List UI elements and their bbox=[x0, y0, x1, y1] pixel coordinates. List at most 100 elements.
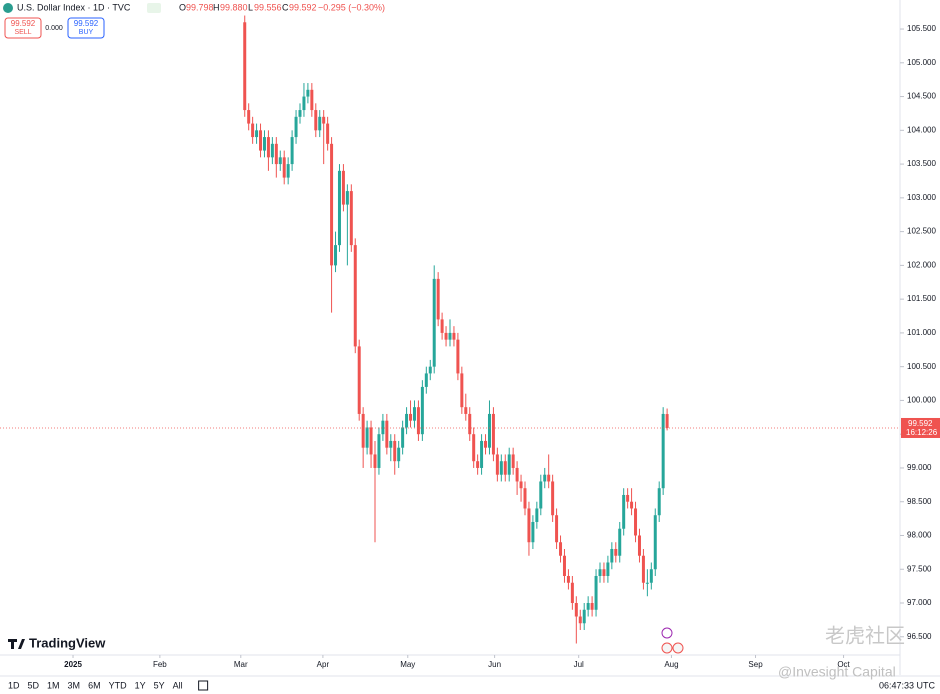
candle-body bbox=[432, 278, 436, 367]
ohlc-label: C bbox=[282, 2, 289, 12]
candle-body bbox=[262, 137, 266, 151]
candle-body bbox=[345, 191, 349, 205]
y-tick-label: 96.500 bbox=[907, 632, 932, 641]
range-button[interactable]: 1M bbox=[47, 680, 60, 690]
candle-body bbox=[385, 420, 389, 448]
candle-body bbox=[251, 123, 255, 138]
x-tick-label: Apr bbox=[317, 660, 330, 669]
candle-body bbox=[409, 413, 413, 421]
logo: TradingView bbox=[8, 635, 106, 650]
candle-body bbox=[326, 123, 330, 144]
candle-body bbox=[357, 346, 361, 414]
candle-body bbox=[294, 116, 298, 138]
y-tick-label: 104.500 bbox=[907, 92, 936, 101]
candle-body bbox=[341, 170, 345, 205]
candle-body bbox=[531, 521, 535, 543]
candle-body bbox=[274, 143, 278, 165]
candle-body bbox=[424, 373, 428, 387]
range-button[interactable]: 1Y bbox=[135, 680, 146, 690]
candle-body bbox=[487, 413, 491, 448]
candle-body bbox=[547, 474, 551, 482]
buy-button[interactable] bbox=[67, 17, 105, 39]
last-price-label: 99.592 bbox=[908, 419, 933, 428]
candle-body bbox=[614, 548, 618, 556]
range-button[interactable]: 3M bbox=[68, 680, 81, 690]
candle-body bbox=[270, 143, 274, 158]
range-button[interactable]: YTD bbox=[109, 680, 128, 690]
ohlc-label: H bbox=[213, 2, 220, 12]
sell-button[interactable] bbox=[4, 17, 42, 39]
candle-body bbox=[464, 407, 468, 414]
event-icon[interactable] bbox=[661, 642, 673, 654]
candle-body bbox=[298, 110, 302, 117]
candle-body bbox=[649, 569, 653, 583]
status-badge bbox=[147, 3, 161, 13]
candle-body bbox=[559, 542, 563, 556]
candle-body bbox=[543, 474, 547, 482]
candle-body bbox=[626, 494, 630, 502]
candle-body bbox=[480, 440, 484, 468]
event-icon[interactable] bbox=[661, 627, 673, 639]
logo-mark bbox=[8, 639, 25, 649]
y-tick-label: 104.000 bbox=[907, 125, 936, 134]
candle-body bbox=[582, 609, 586, 624]
candle-body bbox=[634, 508, 638, 536]
candle-body bbox=[282, 157, 286, 178]
x-tick-label: Mar bbox=[234, 660, 248, 669]
range-button[interactable]: 1D bbox=[8, 680, 20, 690]
watermark: @Invesight Capital bbox=[778, 664, 896, 680]
candle-body bbox=[570, 582, 574, 604]
candle-body bbox=[539, 481, 543, 509]
watermark: 老虎社区 bbox=[825, 624, 905, 647]
candle-body bbox=[503, 461, 507, 475]
candle-body bbox=[610, 548, 614, 563]
range-button[interactable]: 6M bbox=[88, 680, 101, 690]
symbol-icon bbox=[3, 3, 13, 13]
candle-body bbox=[476, 461, 480, 468]
candle-body bbox=[586, 603, 590, 610]
candle-body bbox=[349, 191, 353, 246]
sell-label: SELL bbox=[14, 29, 31, 36]
candle-body bbox=[515, 467, 519, 482]
range-button[interactable]: 5D bbox=[28, 680, 40, 690]
candle-body bbox=[440, 319, 444, 333]
candle-body bbox=[507, 454, 511, 475]
candle-body bbox=[653, 515, 657, 570]
change: −0.295 (−0.30%) bbox=[318, 2, 385, 12]
buy-label: BUY bbox=[79, 29, 94, 36]
candle-body bbox=[468, 413, 472, 435]
x-tick-label: Feb bbox=[153, 660, 167, 669]
candle-body bbox=[657, 488, 661, 516]
last-price-box bbox=[901, 417, 940, 438]
candle-body bbox=[302, 96, 306, 111]
candle-body bbox=[622, 494, 626, 529]
candle-body bbox=[452, 332, 456, 340]
y-tick-label: 99.000 bbox=[907, 463, 932, 472]
toolbar: 06:47:33 UTC 1D 5D 1M 3M 6M YTD 1Y 5Y All bbox=[8, 680, 935, 691]
ohlc-value: 99.592 bbox=[289, 2, 317, 12]
range-button[interactable]: 5Y bbox=[154, 680, 165, 690]
event-icon[interactable] bbox=[672, 642, 684, 654]
candle-body bbox=[551, 481, 555, 516]
candle-body bbox=[645, 582, 649, 584]
y-tick-label: 100.500 bbox=[907, 362, 936, 371]
symbol: U.S. Dollar Index · 1D · TVC bbox=[17, 2, 131, 12]
x-tick-label: Aug bbox=[664, 660, 678, 669]
candle-body bbox=[365, 427, 369, 448]
calendar-button[interactable] bbox=[198, 680, 209, 691]
candle-body bbox=[247, 110, 251, 124]
y-tick-label: 97.000 bbox=[907, 598, 932, 607]
ohlc-value: 99.798 bbox=[186, 2, 214, 12]
candle-body bbox=[472, 434, 476, 462]
events bbox=[661, 627, 684, 654]
header: U.S. Dollar Index · 1D · TVC O 99.798 H … bbox=[3, 2, 385, 39]
range-button[interactable]: All bbox=[173, 680, 183, 690]
y-tick-label: 98.500 bbox=[907, 497, 932, 506]
candle-body bbox=[511, 454, 515, 468]
y-tick-label: 105.500 bbox=[907, 24, 936, 33]
candle-body bbox=[590, 603, 594, 610]
candle-body bbox=[310, 89, 314, 111]
x-tick-label: Oct bbox=[837, 660, 850, 669]
x-tick-label: Sep bbox=[748, 660, 763, 669]
